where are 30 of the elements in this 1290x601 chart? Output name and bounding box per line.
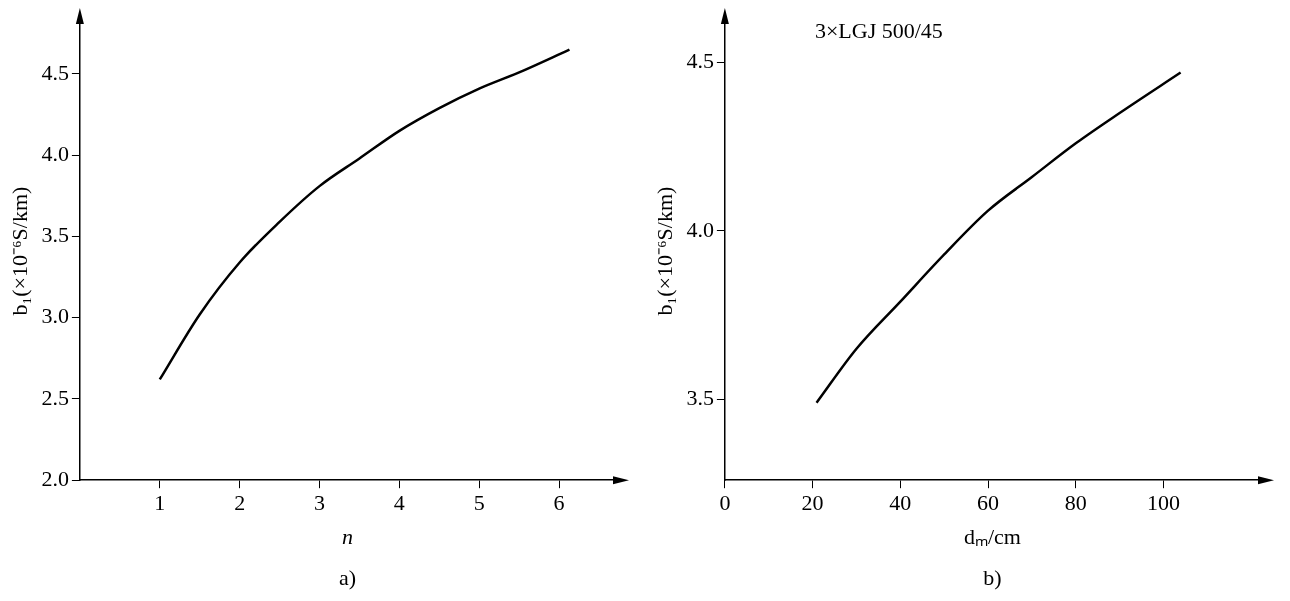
- y-axis-title: b₁(×10⁻⁶S/km): [651, 186, 677, 316]
- text: a): [338, 564, 356, 590]
- annotation: 3×LGJ 500/45: [814, 17, 943, 43]
- x-tick-label: 20: [801, 490, 824, 516]
- y-tick-label: 3.0: [41, 303, 69, 329]
- x-tick-label: 6: [553, 490, 565, 516]
- x-axis-title: dₘ/cm: [963, 523, 1021, 549]
- x-tick-label: 4: [393, 490, 405, 516]
- y-tick-label: 4.0: [686, 216, 714, 242]
- x-tick-label: 3: [314, 490, 325, 516]
- x-tick-label: 60: [977, 490, 1000, 516]
- line-series: [815, 71, 1182, 404]
- y-tick-label: 4.5: [41, 59, 69, 85]
- x-tick-label: 1: [154, 490, 166, 516]
- x-tick-label: 100: [1147, 490, 1181, 516]
- line-series: [158, 48, 571, 381]
- x-tick-label: 2: [234, 490, 246, 516]
- x-tick-label: 80: [1064, 490, 1087, 516]
- x-axis-title: n: [341, 523, 353, 549]
- x-tick-label: 5: [473, 490, 485, 516]
- text: b): [983, 564, 1002, 590]
- y-tick-label: 4.5: [686, 48, 714, 74]
- x-tick-label: 40: [889, 490, 912, 516]
- y-tick-label: 2.5: [41, 384, 69, 410]
- y-tick-label: 3.5: [686, 385, 714, 411]
- y-tick-label: 4.0: [41, 141, 69, 167]
- y-axis-title: b₁(×10⁻⁶S/km): [6, 186, 32, 316]
- y-tick-label: 2.0: [41, 465, 69, 491]
- y-tick-label: 3.5: [41, 222, 69, 248]
- x-tick-label: 0: [719, 490, 731, 516]
